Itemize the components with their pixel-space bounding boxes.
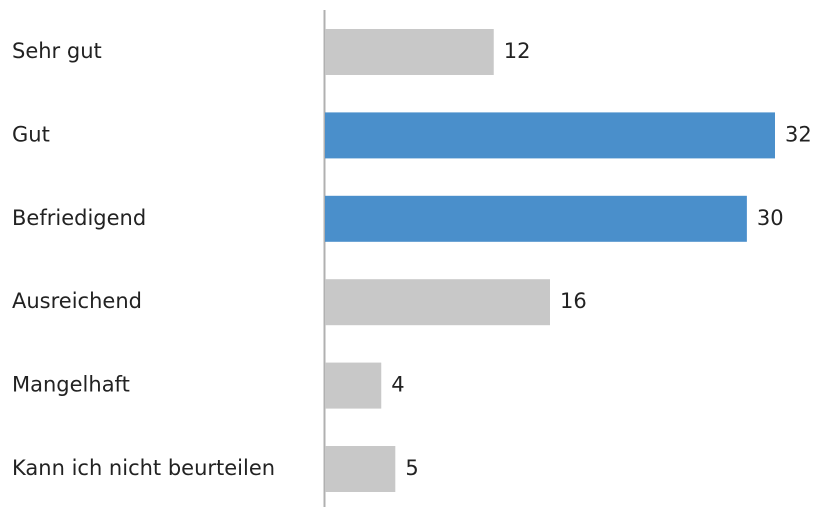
bar [325, 446, 396, 492]
category-label: Kann ich nicht beurteilen [12, 456, 275, 480]
bar [325, 112, 775, 159]
category-label: Gut [12, 122, 50, 146]
value-label: 4 [391, 373, 404, 397]
bar [325, 362, 382, 409]
category-label: Ausreichend [12, 289, 142, 313]
value-label: 32 [785, 122, 812, 146]
category-label: Befriedigend [12, 206, 146, 230]
category-label: Sehr gut [12, 39, 102, 63]
value-label: 5 [405, 456, 418, 480]
value-label: 12 [504, 39, 531, 63]
bar [325, 279, 550, 326]
bar [325, 195, 747, 242]
value-label: 30 [757, 206, 784, 230]
value-label: 16 [560, 289, 587, 313]
category-label: Mangelhaft [12, 373, 130, 397]
bar [325, 29, 494, 75]
